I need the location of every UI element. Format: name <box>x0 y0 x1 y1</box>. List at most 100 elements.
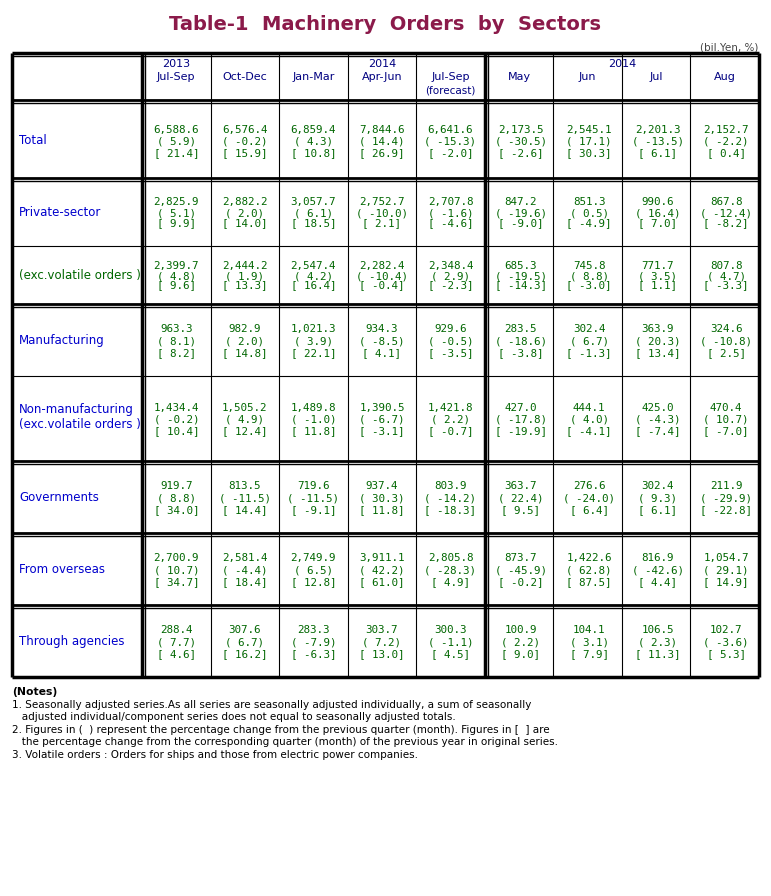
Text: 2,700.9: 2,700.9 <box>153 553 199 563</box>
Text: ( 0.5): ( 0.5) <box>570 208 608 218</box>
Text: [ 9.6]: [ 9.6] <box>157 280 196 290</box>
Text: ( 4.9): ( 4.9) <box>225 415 264 425</box>
Text: Governments: Governments <box>19 490 99 504</box>
Text: ( 29.1): ( 29.1) <box>703 565 749 575</box>
Text: [ 0.4]: [ 0.4] <box>707 149 746 159</box>
Text: ( 3.5): ( 3.5) <box>638 271 677 281</box>
Text: 1,489.8: 1,489.8 <box>291 402 336 412</box>
Text: ( 8.8): ( 8.8) <box>570 271 608 281</box>
Text: ( -29.9): ( -29.9) <box>700 493 752 503</box>
Text: Oct-Dec: Oct-Dec <box>223 72 268 82</box>
Text: [ 4.5]: [ 4.5] <box>431 649 470 659</box>
Text: 1,434.4: 1,434.4 <box>153 402 199 412</box>
Text: 937.4: 937.4 <box>365 481 398 491</box>
Text: 807.8: 807.8 <box>710 261 742 271</box>
Text: 982.9: 982.9 <box>228 324 261 334</box>
Text: [ 2.1]: [ 2.1] <box>362 218 402 228</box>
Text: ( -42.6): ( -42.6) <box>631 565 684 575</box>
Text: 685.3: 685.3 <box>504 261 537 271</box>
Text: [ -1.3]: [ -1.3] <box>567 348 612 358</box>
Text: [ -0.2]: [ -0.2] <box>498 577 544 587</box>
Text: (forecast): (forecast) <box>426 85 476 95</box>
Text: [ 7.9]: [ 7.9] <box>570 649 608 659</box>
Text: [ 4.4]: [ 4.4] <box>638 577 677 587</box>
Text: ( 6.7): ( 6.7) <box>570 336 608 346</box>
Text: ( -4.3): ( -4.3) <box>635 415 681 425</box>
Text: ( -2.2): ( -2.2) <box>703 136 749 147</box>
Text: Private-sector: Private-sector <box>19 205 101 219</box>
Text: [ -18.3]: [ -18.3] <box>425 505 476 515</box>
Text: [ 34.0]: [ 34.0] <box>153 505 199 515</box>
Text: ( -1.0): ( -1.0) <box>291 415 336 425</box>
Text: 2,201.3: 2,201.3 <box>635 125 681 134</box>
Text: ( 6.7): ( 6.7) <box>225 637 264 647</box>
Text: ( -8.5): ( -8.5) <box>359 336 405 346</box>
Text: 919.7: 919.7 <box>160 481 193 491</box>
Text: ( 4.0): ( 4.0) <box>570 415 608 425</box>
Text: 211.9: 211.9 <box>710 481 742 491</box>
Text: 813.5: 813.5 <box>228 481 261 491</box>
Text: 302.4: 302.4 <box>573 324 605 334</box>
Text: [ 9.0]: [ 9.0] <box>501 649 540 659</box>
Text: 851.3: 851.3 <box>573 197 605 207</box>
Text: 2,581.4: 2,581.4 <box>222 553 268 563</box>
Text: 803.9: 803.9 <box>434 481 466 491</box>
Text: [ 6.4]: [ 6.4] <box>570 505 608 515</box>
Text: ( -19.5): ( -19.5) <box>494 271 547 281</box>
Text: ( -18.6): ( -18.6) <box>494 336 547 346</box>
Text: [ -19.9]: [ -19.9] <box>494 426 547 436</box>
Text: 324.6: 324.6 <box>710 324 742 334</box>
Text: 6,859.4: 6,859.4 <box>291 125 336 134</box>
Text: Jun: Jun <box>579 72 596 82</box>
Text: [ 30.3]: [ 30.3] <box>567 149 612 159</box>
Text: Aug: Aug <box>714 72 736 82</box>
Text: ( -45.9): ( -45.9) <box>494 565 547 575</box>
Text: [ 12.4]: [ 12.4] <box>222 426 268 436</box>
Text: 990.6: 990.6 <box>641 197 674 207</box>
Text: [ 2.5]: [ 2.5] <box>707 348 746 358</box>
Text: 2,282.4: 2,282.4 <box>359 261 405 271</box>
Text: From overseas: From overseas <box>19 563 105 575</box>
Text: 963.3: 963.3 <box>160 324 193 334</box>
Text: Non-manufacturing: Non-manufacturing <box>19 403 134 416</box>
Text: ( -19.6): ( -19.6) <box>494 208 547 218</box>
Text: ( -0.5): ( -0.5) <box>428 336 473 346</box>
Text: 6,641.6: 6,641.6 <box>428 125 473 134</box>
Text: [ 11.8]: [ 11.8] <box>291 426 336 436</box>
Text: ( -10.4): ( -10.4) <box>356 271 408 281</box>
Text: [ -0.7]: [ -0.7] <box>428 426 473 436</box>
Text: 2,825.9: 2,825.9 <box>153 197 199 207</box>
Text: [ -2.3]: [ -2.3] <box>428 280 473 290</box>
Text: ( -10.8): ( -10.8) <box>700 336 752 346</box>
Text: ( -13.5): ( -13.5) <box>631 136 684 147</box>
Text: [ 9.9]: [ 9.9] <box>157 218 196 228</box>
Text: Jul: Jul <box>649 72 663 82</box>
Text: 363.7: 363.7 <box>504 481 537 491</box>
Text: (Notes): (Notes) <box>12 687 57 697</box>
Text: 2,545.1: 2,545.1 <box>567 125 612 134</box>
Text: 104.1: 104.1 <box>573 625 605 635</box>
Text: 2,707.8: 2,707.8 <box>428 197 473 207</box>
Text: [ 4.6]: [ 4.6] <box>157 649 196 659</box>
Text: [ 61.0]: [ 61.0] <box>359 577 405 587</box>
Text: ( -0.2): ( -0.2) <box>153 415 199 425</box>
Text: 2,152.7: 2,152.7 <box>703 125 749 134</box>
Text: Jul-Sep: Jul-Sep <box>157 72 196 82</box>
Text: [ 5.3]: [ 5.3] <box>707 649 746 659</box>
Text: ( 2.2): ( 2.2) <box>501 637 540 647</box>
Text: ( 20.3): ( 20.3) <box>635 336 681 346</box>
Text: May: May <box>507 72 530 82</box>
Text: [ -2.6]: [ -2.6] <box>498 149 544 159</box>
Text: [ 1.1]: [ 1.1] <box>638 280 677 290</box>
Text: ( 4.2): ( 4.2) <box>294 271 333 281</box>
Text: ( 16.4): ( 16.4) <box>635 208 681 218</box>
Text: ( -1.1): ( -1.1) <box>428 637 473 647</box>
Text: ( -0.2): ( -0.2) <box>222 136 268 147</box>
Text: Total: Total <box>19 134 47 147</box>
Text: 816.9: 816.9 <box>641 553 674 563</box>
Text: [ 8.2]: [ 8.2] <box>157 348 196 358</box>
Text: [ 87.5]: [ 87.5] <box>567 577 612 587</box>
Text: 2,805.8: 2,805.8 <box>428 553 473 563</box>
Text: [ -3.5]: [ -3.5] <box>428 348 473 358</box>
Text: ( -30.5): ( -30.5) <box>494 136 547 147</box>
